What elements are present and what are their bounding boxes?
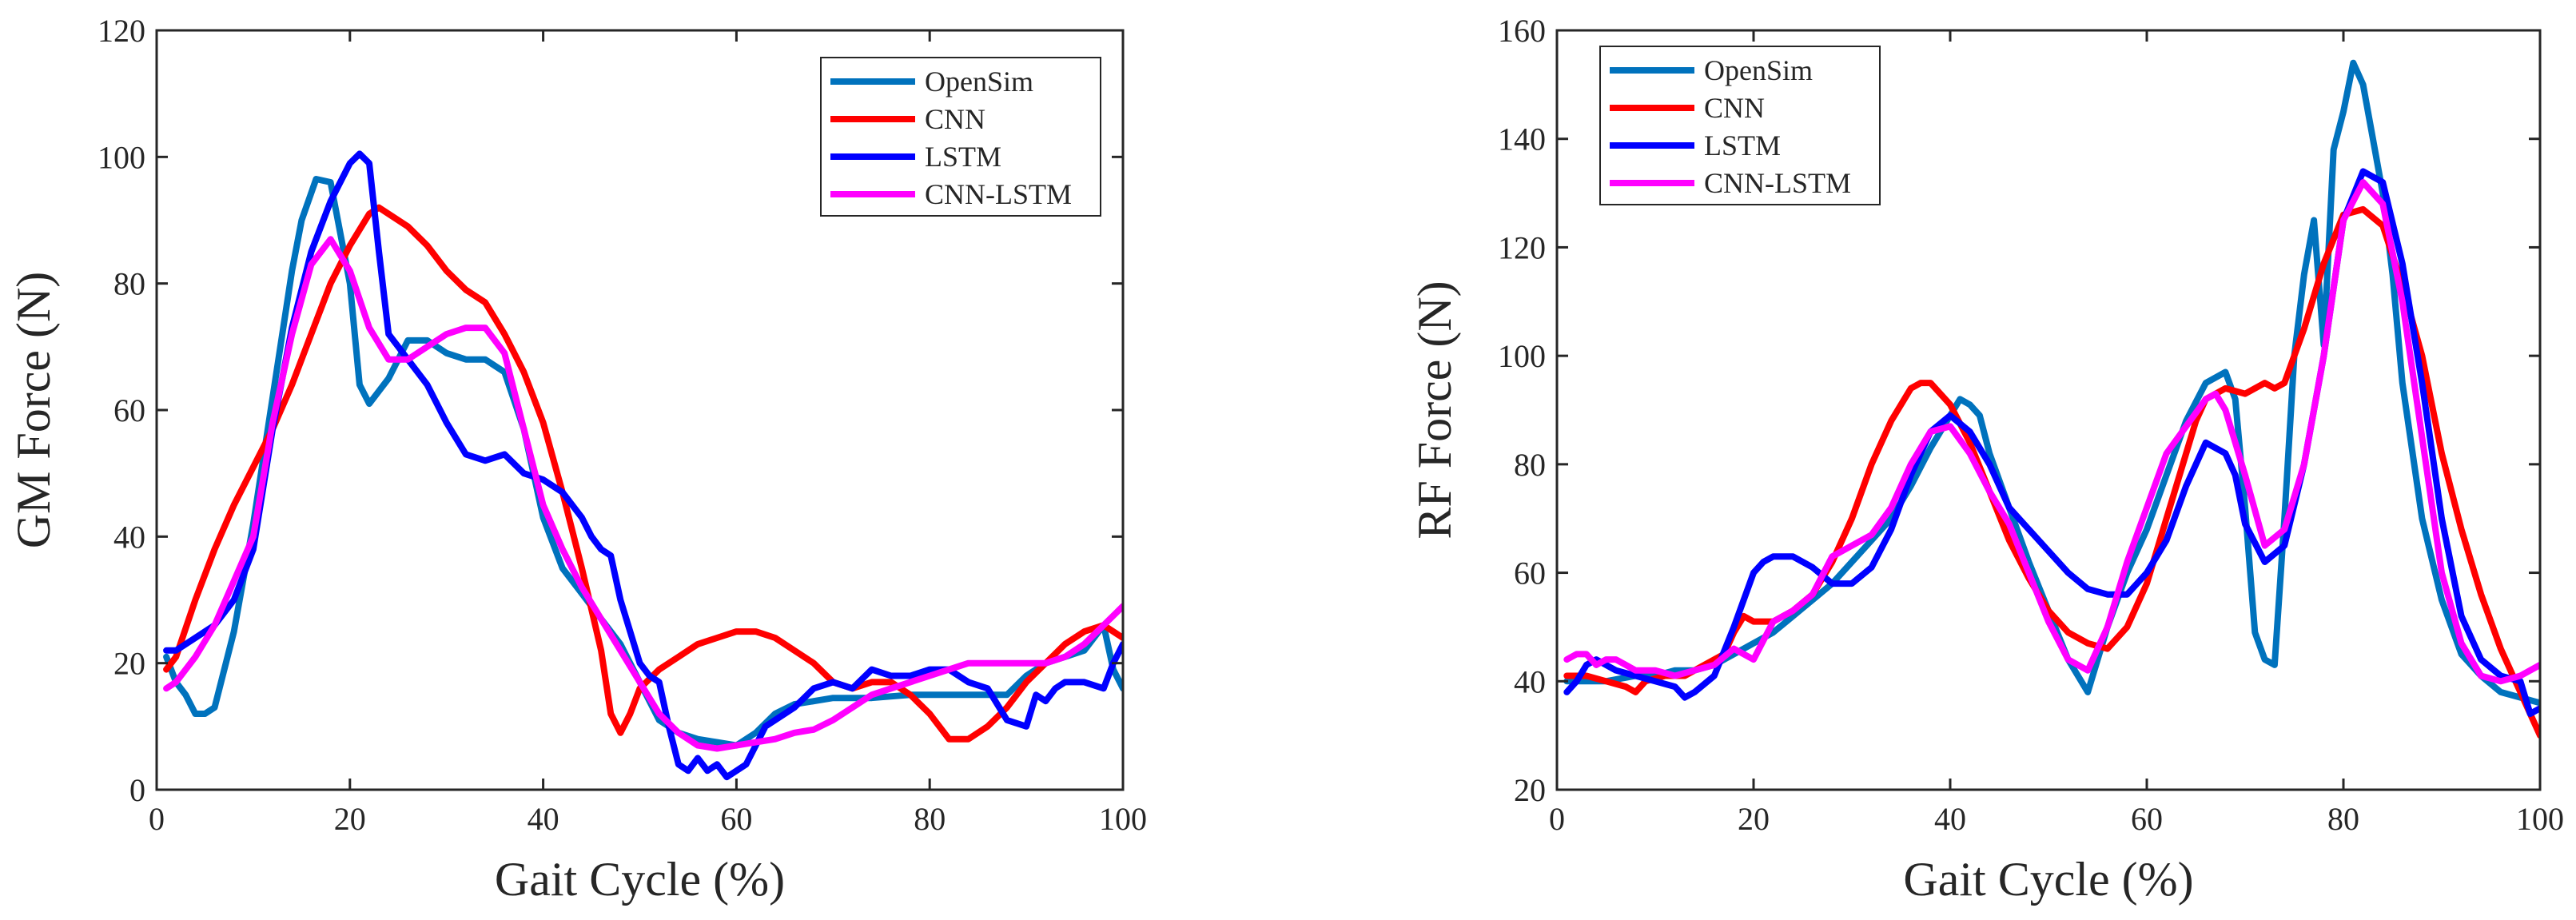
y-tick-label: 40 [113, 519, 145, 555]
legend-label-cnn: CNN [1704, 92, 1765, 124]
y-tick-label: 0 [129, 772, 145, 808]
axes-box [1555, 29, 2542, 791]
series-line-lstm [1563, 168, 2540, 717]
y-axis-label: RF Force (N) [1408, 281, 1461, 539]
legend-label-opensim: OpenSim [925, 66, 1033, 98]
legend: OpenSim CNN LSTM CNN-LSTM [820, 57, 1101, 217]
x-tick-label: 100 [2516, 801, 2564, 837]
series-line-cnn-lstm [1563, 179, 2540, 685]
legend-label-opensim: OpenSim [1704, 54, 1813, 86]
y-tick-label: 80 [1514, 447, 1546, 483]
legend-label-cnn: CNN [925, 103, 985, 135]
x-tick-label: 20 [334, 801, 366, 837]
legend-label-lstm: LSTM [1704, 129, 1781, 161]
legend: OpenSim CNN LSTM CNN-LSTM [1599, 46, 1881, 205]
y-tick-label: 20 [113, 646, 145, 682]
series-group [1563, 59, 2540, 739]
y-tick-label: 160 [1498, 13, 1546, 49]
y-tick-label: 40 [1514, 663, 1546, 699]
legend-label-cnn-lstm: CNN-LSTM [925, 178, 1072, 210]
series-group [163, 150, 1123, 781]
y-tick-label: 80 [113, 266, 145, 302]
x-tick-label: 40 [1934, 801, 1966, 837]
y-tick-label: 60 [113, 392, 145, 428]
series-line-opensim [163, 176, 1123, 749]
x-tick-label: 80 [2327, 801, 2359, 837]
series-line-cnn-lstm [163, 236, 1123, 752]
series-line-lstm [163, 150, 1123, 781]
x-axis-label: Gait Cycle (%) [1903, 853, 2193, 906]
x-tick-label: 0 [149, 801, 165, 837]
legend-label-lstm: LSTM [925, 141, 1001, 173]
legend-label-cnn-lstm: CNN-LSTM [1704, 167, 1851, 199]
x-tick-label: 100 [1099, 801, 1147, 837]
y-tick-label: 20 [1514, 772, 1546, 808]
y-tick-label: 100 [1498, 338, 1546, 374]
x-tick-label: 20 [1738, 801, 1770, 837]
x-axis-label: Gait Cycle (%) [495, 853, 785, 906]
x-tick-label: 40 [528, 801, 559, 837]
gm-force-chart: 0 20 40 60 80 100 0 20 40 60 80 100 120 Gait Cycle (%… [7, 13, 1147, 906]
x-tick-label: 60 [2131, 801, 2163, 837]
x-tick-label: 60 [720, 801, 752, 837]
y-tick-label: 100 [98, 139, 145, 175]
y-axis-label: GM Force (N) [7, 272, 60, 549]
y-tick-label: 60 [1514, 556, 1546, 591]
series-line-cnn [163, 204, 1123, 743]
y-tick-label: 120 [1498, 229, 1546, 265]
y-tick-label: 140 [1498, 121, 1546, 157]
y-tick-label: 120 [98, 13, 145, 49]
x-tick-label: 0 [1549, 801, 1565, 837]
x-tick-label: 80 [914, 801, 946, 837]
